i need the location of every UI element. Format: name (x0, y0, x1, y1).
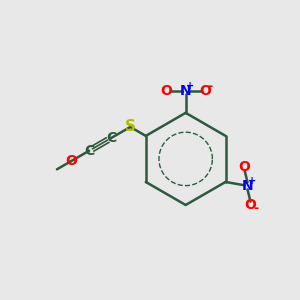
Text: O: O (238, 160, 250, 173)
Text: O: O (160, 84, 172, 98)
Text: N: N (242, 179, 253, 193)
Text: O: O (199, 84, 211, 98)
Text: S: S (125, 119, 136, 134)
Text: -: - (253, 202, 258, 214)
Text: +: + (248, 176, 256, 186)
Text: -: - (208, 80, 213, 94)
Text: C: C (84, 144, 94, 158)
Text: O: O (65, 154, 77, 168)
Text: O: O (244, 198, 256, 212)
Text: N: N (180, 84, 191, 98)
Text: +: + (186, 81, 194, 91)
Text: C: C (106, 131, 116, 145)
